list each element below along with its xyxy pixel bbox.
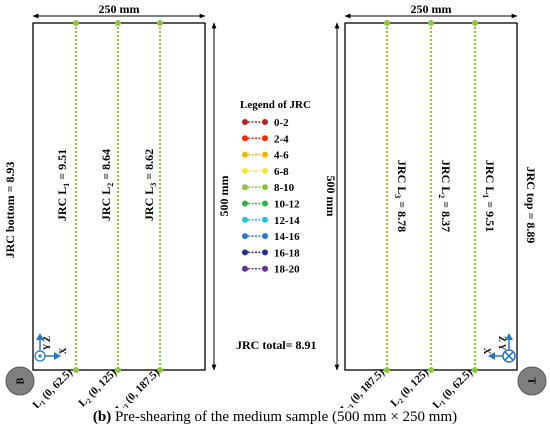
legend-swatch-end xyxy=(262,249,268,256)
legend-entry-label: 2-4 xyxy=(274,133,289,145)
legend-entry: 12-14 xyxy=(242,215,300,227)
bottom-line-3-label: JRC L3 = 8.62 xyxy=(142,149,158,221)
caption-tag: (b) xyxy=(92,409,112,425)
legend-entry: 16-18 xyxy=(242,247,300,259)
legend-entry-label: 10-12 xyxy=(274,199,300,211)
legend-entry-label: 8-10 xyxy=(274,182,295,194)
top-badge: T xyxy=(517,366,547,396)
jrc-bottom-label: JRC bottom = 8.93 xyxy=(3,162,17,259)
bottom-line-2-coord: L2 (0, 125) xyxy=(76,366,120,408)
legend-entry: 8-10 xyxy=(242,182,295,194)
legend-entry-label: 6-8 xyxy=(274,166,289,178)
top-axis-z: Z xyxy=(497,336,507,342)
legend-entry: 4-6 xyxy=(242,150,289,162)
top-line-2-coord: L2 (0, 125) xyxy=(388,366,432,408)
legend-entry: 0-2 xyxy=(242,117,289,129)
legend-swatch-start xyxy=(242,135,248,142)
profile-endpoint xyxy=(472,367,478,373)
legend-entry: 2-4 xyxy=(242,133,289,145)
legend: 0-2 2-4 4-6 6-8 8-10 10-12 12-14 14-16 16-18 18-2… xyxy=(242,117,300,276)
legend-swatch-start xyxy=(242,184,248,191)
legend-swatch-start xyxy=(242,167,248,174)
legend-swatch-end xyxy=(262,265,268,272)
profile-endpoint xyxy=(157,20,163,26)
legend-swatch-end xyxy=(262,151,268,158)
profile-endpoint xyxy=(428,367,434,373)
legend-entry: 6-8 xyxy=(242,166,289,178)
bottom-badge-label: B xyxy=(16,377,27,384)
jrc-diagram: 250 mm 250 mm 500 mm 500 mm JRC bottom =… xyxy=(3,2,547,416)
legend-swatch-start xyxy=(242,249,248,256)
legend-swatch-end xyxy=(262,135,268,142)
caption-text: Pre-shearing of the medium sample (500 m… xyxy=(111,409,458,425)
top-axis-x: X xyxy=(482,348,492,355)
profile-endpoint xyxy=(472,20,478,26)
right-width-label: 250 mm xyxy=(411,2,452,16)
legend-entry: 14-16 xyxy=(242,231,300,243)
top-axis-triad: Z Y X xyxy=(482,333,516,363)
legend-swatch-end xyxy=(262,200,268,207)
legend-swatch-end xyxy=(262,216,268,223)
legend-swatch-start xyxy=(242,119,248,125)
bottom-axis-y: Y xyxy=(42,343,52,350)
profile-endpoint xyxy=(115,367,121,373)
legend-entry-label: 18-20 xyxy=(274,264,300,276)
bottom-axis-x: X xyxy=(58,347,68,354)
legend-entry-label: 12-14 xyxy=(274,215,300,227)
profile-endpoint xyxy=(384,20,390,26)
legend-swatch-end xyxy=(262,184,268,191)
figure-caption: (b) Pre-shearing of the medium sample (5… xyxy=(0,409,550,426)
left-width-label: 250 mm xyxy=(99,2,140,16)
legend-entry: 10-12 xyxy=(242,199,300,211)
legend-swatch-end xyxy=(262,167,268,174)
profile-endpoint xyxy=(73,367,79,373)
bottom-badge: B xyxy=(5,366,35,396)
bottom-line-3-coord: L3 (0, 187.5) xyxy=(114,366,164,408)
profile-endpoint xyxy=(115,20,121,26)
top-line-1-coord: L1 (0, 62.5) xyxy=(430,366,476,408)
profile-endpoint xyxy=(73,20,79,26)
legend-entry-label: 0-2 xyxy=(274,117,289,129)
profile-endpoint xyxy=(384,367,390,373)
right-height-label: 500 mm xyxy=(324,176,338,217)
left-height-label: 500 mm xyxy=(217,176,231,217)
top-line-3-coord: L3 (0, 187.5) xyxy=(339,366,389,408)
profile-endpoint xyxy=(157,367,163,373)
legend-entry-label: 16-18 xyxy=(274,247,300,259)
bottom-axis-triad: Z Y X xyxy=(34,333,68,362)
legend-swatch-start xyxy=(242,151,248,158)
legend-swatch-start xyxy=(242,233,248,240)
profile-lines xyxy=(73,20,478,373)
top-line-3-label: JRC L3 = 8.78 xyxy=(393,160,409,232)
legend-title: Legend of JRC xyxy=(240,99,311,111)
top-axis-y: Y xyxy=(497,344,507,351)
legend-swatch-end xyxy=(262,233,268,240)
bottom-line-1-label: JRC L1 = 9.51 xyxy=(55,149,71,221)
legend-swatch-start xyxy=(242,200,248,207)
jrc-total-label: JRC total= 8.91 xyxy=(236,338,317,352)
bottom-line-2-label: JRC L2 = 8.64 xyxy=(99,149,115,221)
legend-entry-label: 4-6 xyxy=(274,150,289,162)
top-line-1-label: JRC L1 = 9.51 xyxy=(481,160,497,232)
bottom-axis-z: Z xyxy=(42,336,52,342)
legend-entry-label: 14-16 xyxy=(274,231,300,243)
bottom-line-1-coord: L1 (0, 62.5) xyxy=(30,366,76,408)
profile-endpoint xyxy=(428,20,434,26)
top-line-2-label: JRC L2 = 8.37 xyxy=(437,160,453,232)
jrc-top-label: JRC top = 8.89 xyxy=(524,167,538,244)
legend-entry: 18-20 xyxy=(242,264,300,276)
legend-swatch-start xyxy=(242,216,248,223)
top-badge-label: T xyxy=(526,378,537,385)
legend-swatch-start xyxy=(242,265,248,272)
legend-swatch-end xyxy=(262,119,268,125)
